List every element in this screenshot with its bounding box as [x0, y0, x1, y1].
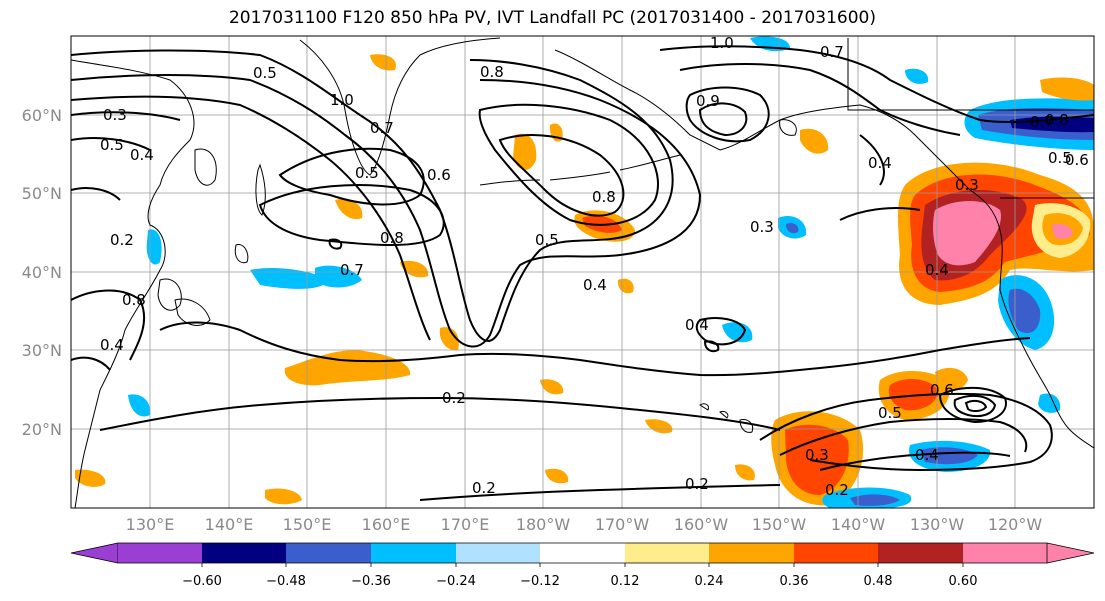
- contour-label: 0.2: [472, 479, 496, 497]
- lon-label: 160°E: [362, 515, 411, 534]
- contour-label: 0.7: [820, 43, 844, 61]
- contour-label: 0.4: [685, 316, 709, 334]
- colorbar: −0.60 −0.48 −0.36 −0.24 −0.12 0.12 0.24 …: [70, 542, 1095, 589]
- contour-label: 0.3: [750, 218, 774, 236]
- lon-axis: 130°E 140°E 150°E 160°E 170°E 180°W 170°…: [126, 515, 1043, 534]
- colorbar-extend-max: [1046, 542, 1095, 564]
- coastlines: [71, 37, 1094, 508]
- contour-label: 0.8: [480, 63, 504, 81]
- colorbar-tick-label: −0.48: [266, 574, 306, 589]
- lon-label: 150°W: [752, 515, 807, 534]
- colorbar-bin: [794, 543, 878, 563]
- contour-label: 0.3: [955, 176, 979, 194]
- contour-label: 1.0: [330, 91, 354, 109]
- colorbar-tick-label: 0.48: [864, 574, 893, 589]
- contour-label: 0.8: [380, 229, 404, 247]
- contour-label: 0.7: [1030, 113, 1054, 131]
- contour-label: 0.4: [915, 446, 939, 464]
- contour-label: 0.6: [1065, 151, 1089, 169]
- contour-label: 0.5: [253, 64, 277, 82]
- pv-contours: [71, 45, 1094, 501]
- colorbar-tick-label: −0.12: [520, 574, 560, 589]
- colorbar-bin: [456, 543, 540, 563]
- lon-label: 130°W: [910, 515, 965, 534]
- lon-label: 120°W: [988, 515, 1043, 534]
- colorbar-bin: [202, 543, 286, 563]
- contour-label: 1.0: [710, 34, 734, 52]
- colorbar-tick-label: 0.24: [695, 574, 724, 589]
- contour-label: 0.5: [878, 404, 902, 422]
- contour-label: 0.4: [100, 336, 124, 354]
- lon-label: 140°E: [205, 515, 254, 534]
- colorbar-tick-label: −0.60: [182, 574, 222, 589]
- shaded-field-layer: [75, 36, 1094, 508]
- lon-label: 170°W: [595, 515, 650, 534]
- contour-label: 0.7: [340, 261, 364, 279]
- contour-label: 0.6: [930, 381, 954, 399]
- contour-label: 0.8: [592, 188, 616, 206]
- contour-label-layer: 0.5 0.8 1.0 0.7 1.0 0.3 0.5 0.4 0.7 0.6 …: [100, 34, 1089, 499]
- contour-label: 0.4: [583, 276, 607, 294]
- contour-label: 0.8: [1045, 111, 1069, 129]
- lat-label: 30°N: [22, 341, 62, 360]
- lon-label: 130°E: [126, 515, 175, 534]
- colorbar-bin: [625, 543, 709, 563]
- lon-label: 170°E: [441, 515, 490, 534]
- lon-label: 140°W: [831, 515, 886, 534]
- colorbar-bin: [118, 543, 202, 563]
- lon-label: 150°E: [283, 515, 332, 534]
- lat-label: 20°N: [22, 420, 62, 439]
- contour-label: 0.2: [685, 475, 709, 493]
- contour-label: 0.5: [100, 136, 124, 154]
- colorbar-bin: [963, 543, 1047, 563]
- colorbar-bin: [371, 543, 456, 563]
- contour-label: 0.3: [103, 106, 127, 124]
- colorbar-extend-min: [70, 542, 119, 564]
- contour-label: 0.3: [805, 446, 829, 464]
- colorbar-tick-label: −0.36: [351, 574, 391, 589]
- contour-label: 0.2: [110, 231, 134, 249]
- contour-label: 0.2: [825, 481, 849, 499]
- colorbar-tick-label: −0.24: [436, 574, 476, 589]
- contour-label: 0.6: [427, 166, 451, 184]
- contour-label: 0.4: [130, 146, 154, 164]
- colorbar-bin: [286, 543, 371, 563]
- lat-label: 60°N: [22, 106, 62, 125]
- lat-label: 50°N: [22, 184, 62, 203]
- colorbar-tick-label: 0.60: [949, 574, 978, 589]
- contour-label: 0.4: [868, 154, 892, 172]
- contour-label: 0.7: [370, 119, 394, 137]
- map-title: 2017031100 F120 850 hPa PV, IVT Landfall…: [228, 8, 876, 28]
- lon-label: 180°W: [516, 515, 571, 534]
- colorbar-bin: [709, 543, 794, 563]
- colorbar-bin: [878, 543, 963, 563]
- contour-label: 0.2: [442, 389, 466, 407]
- contour-label: 0.9: [696, 92, 720, 110]
- contour-label: 0.4: [925, 261, 949, 279]
- contour-label: 0.5: [535, 231, 559, 249]
- lat-axis: 60°N 50°N 40°N 30°N 20°N: [22, 106, 62, 439]
- colorbar-bin: [540, 543, 625, 563]
- lat-label: 40°N: [22, 263, 62, 282]
- lon-label: 160°W: [674, 515, 729, 534]
- colorbar-tick-label: 0.12: [611, 574, 640, 589]
- contour-label: 0.5: [1048, 149, 1072, 167]
- map-frame: [70, 35, 1095, 509]
- contour-label: 0.8: [122, 291, 146, 309]
- contour-label: 0.5: [355, 164, 379, 182]
- colorbar-tick-label: 0.36: [780, 574, 809, 589]
